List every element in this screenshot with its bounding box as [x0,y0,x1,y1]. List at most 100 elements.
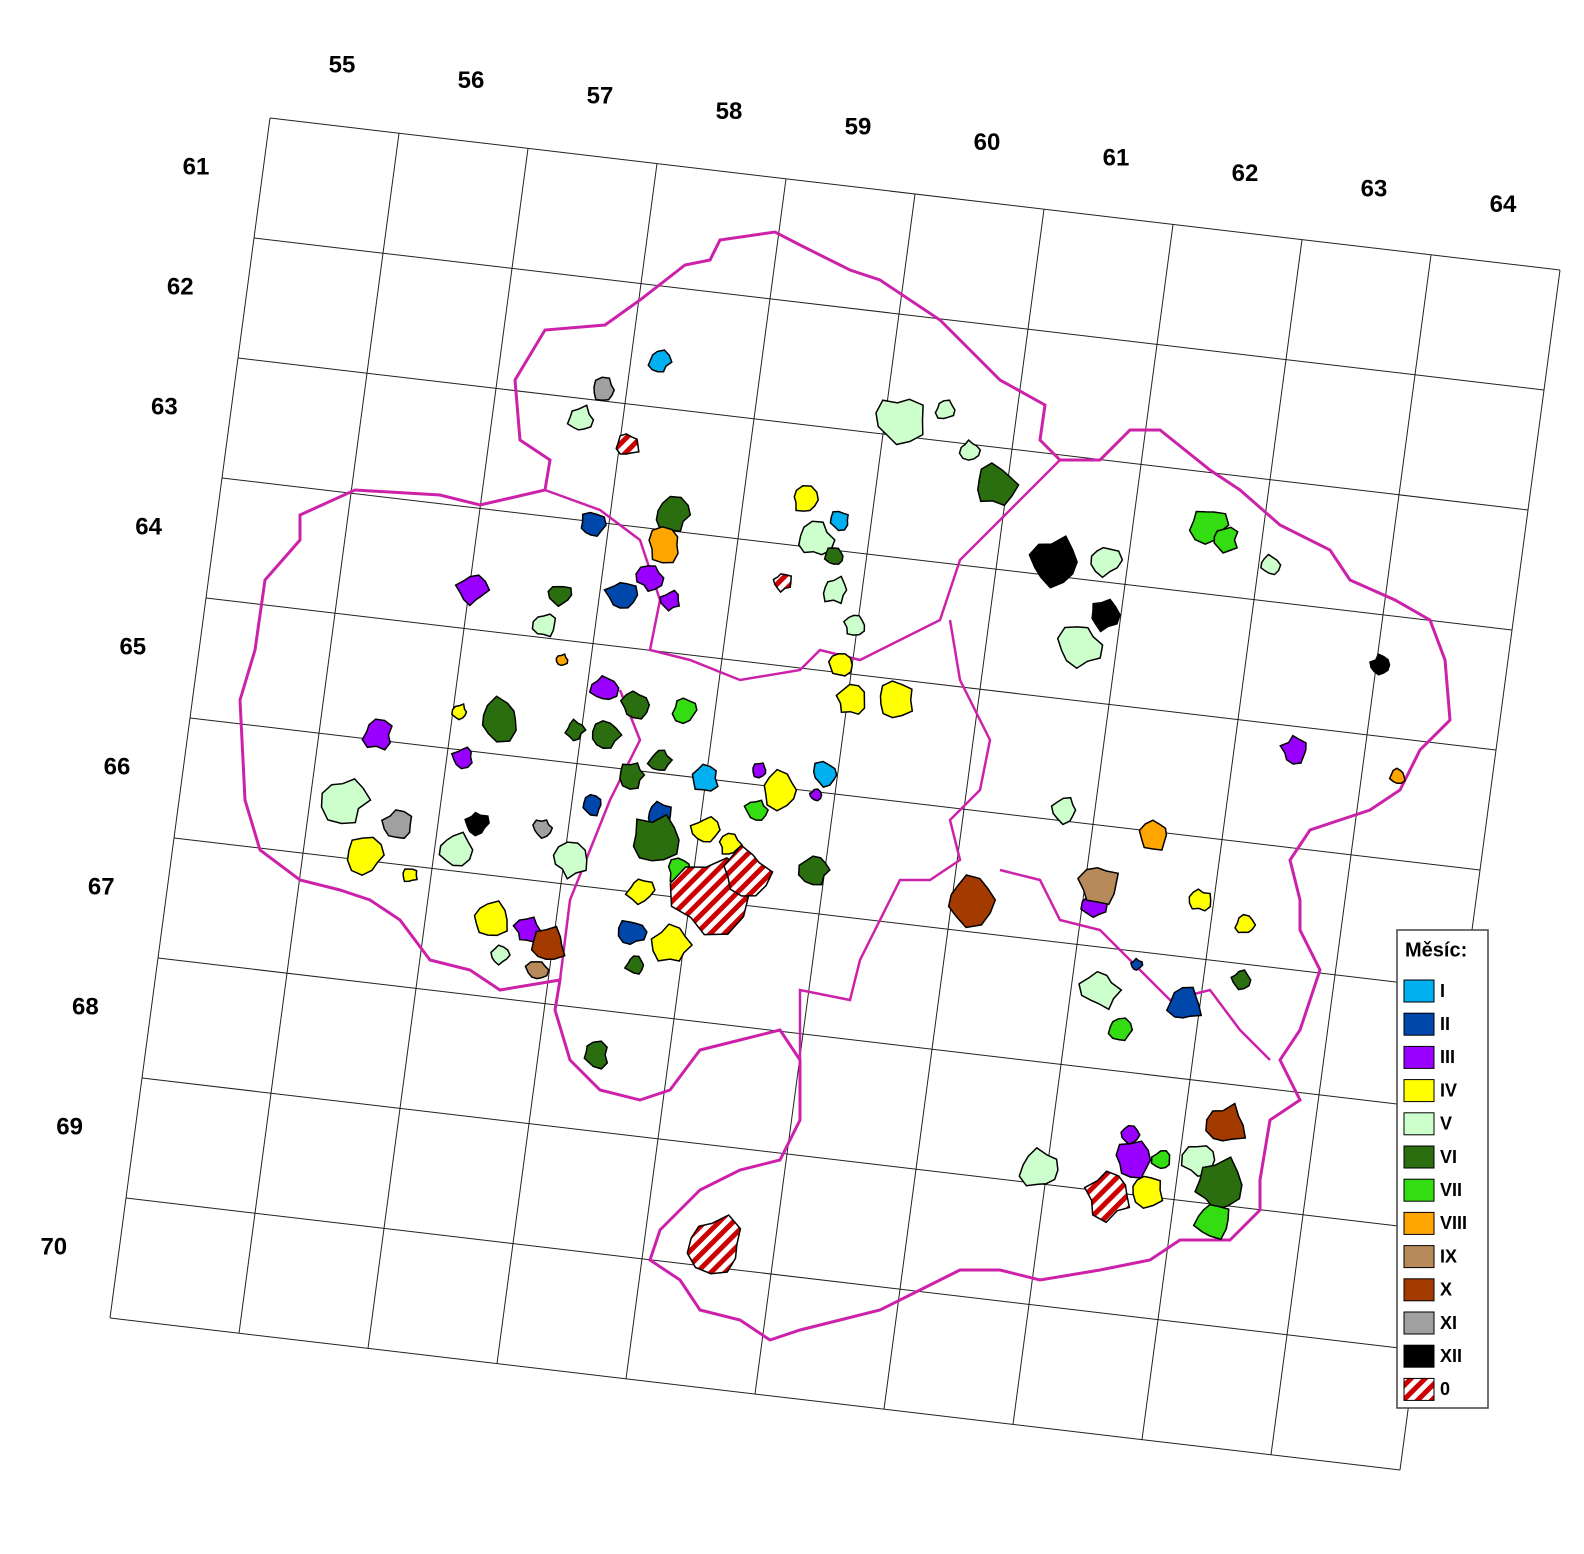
district-patch [603,581,639,609]
district-patch [1388,767,1406,785]
district-patch [402,868,418,883]
legend-label: VII [1440,1180,1462,1200]
district-patch [623,955,645,975]
row-label: 68 [72,993,99,1020]
district-patch [438,831,474,867]
district-patch [1083,1170,1131,1224]
district-patch [450,746,473,770]
district-patch [1230,969,1252,991]
district-patch [531,613,557,638]
column-label: 63 [1361,175,1388,202]
district-patch [1028,535,1078,589]
column-label: 55 [329,51,356,78]
legend-label: V [1440,1114,1452,1134]
district-patch [593,376,616,402]
legend-swatch [1403,1178,1435,1202]
column-label: 60 [974,129,1001,156]
district-patch [564,718,587,742]
district-patch [723,844,774,897]
legend-swatch [1403,1278,1435,1302]
grid-line [237,357,1529,511]
district-patch [381,809,413,840]
district-patch [583,1040,609,1070]
legend-label: VI [1440,1147,1457,1167]
grid-line [125,1197,1417,1351]
legend-swatch [1403,1145,1435,1169]
district-patch [752,762,767,779]
district-border [544,459,1271,1061]
district-patch [947,874,997,929]
district-patch [823,547,844,565]
district-patch [879,680,914,719]
district-patch [1150,1150,1171,1170]
district-patch [632,813,680,862]
district-patch [827,653,853,677]
district-patch [648,526,679,564]
district-patch [566,404,595,431]
row-label: 70 [40,1233,67,1260]
grid-line [173,837,1465,991]
district-patch [555,653,569,667]
district-patch [671,697,698,725]
district-patch [797,855,831,886]
district-patch [686,1214,742,1275]
district-patch [1115,1140,1152,1179]
district-patch [829,510,849,532]
district-patch [530,925,566,960]
district-patch [624,878,656,906]
row-label: 66 [104,753,131,780]
district-patch [1213,526,1239,554]
column-label: 64 [1490,191,1517,218]
grid-labels: 55 56 57 58 59 60 61 62 63 64 61 62 63 64 65 66 67 68 69 70 [40,51,1517,1260]
district-patch [798,520,836,556]
district-patch [1120,1124,1141,1145]
legend-label: XI [1440,1313,1457,1333]
district-patch [1056,626,1104,670]
district-patch [473,900,508,937]
district-patch [689,815,721,843]
district-patch [615,433,640,455]
district-patch [822,575,848,605]
district-patch [346,836,385,877]
district-patch [1130,957,1144,972]
district-patch [812,760,838,788]
district-patch [842,614,866,636]
district-patch [808,788,823,802]
district-patch [1138,819,1168,851]
district-patch [619,690,651,720]
district-patch [582,793,602,817]
district-patch [524,961,550,980]
district-patch [1205,1102,1247,1142]
row-label: 67 [88,873,115,900]
district-patch [464,811,490,837]
column-label: 59 [845,113,872,140]
district-patch [591,719,623,750]
row-label: 61 [183,153,210,180]
column-label: 61 [1103,144,1130,171]
region-outline [238,230,1452,1342]
district-patch [646,749,674,771]
district-patch [532,819,554,840]
district-patch [655,495,692,533]
district-patch [451,702,468,721]
district-patch [552,841,588,880]
grid-line [189,717,1481,871]
district-patch [547,585,573,608]
district-patch [320,778,372,825]
district-patch [647,349,673,373]
district-patch [490,944,511,966]
legend-swatch [1403,1377,1435,1401]
row-label: 65 [119,633,146,660]
grid-line [205,597,1497,751]
legend-label: IX [1440,1246,1457,1266]
district-patch [934,399,956,420]
district-patch [1050,796,1077,826]
district-patch [1260,553,1282,576]
grid-line [109,1317,1401,1471]
column-label: 56 [458,67,485,94]
district-patch [580,511,607,538]
legend-label: X [1440,1280,1452,1300]
district-patch [835,683,866,716]
district-patch [1234,913,1257,934]
